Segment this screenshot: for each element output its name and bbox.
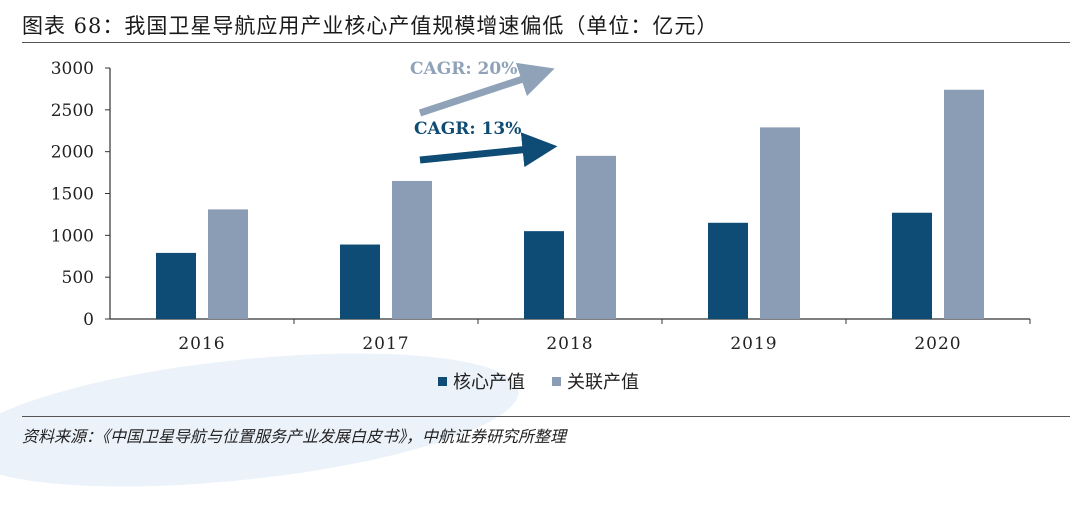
cagr-13-arrow — [419, 132, 558, 168]
cagr-20-label: CAGR: 20% — [410, 59, 517, 79]
y-tick-label: 3000 — [51, 59, 94, 79]
chart-legend: 核心产值 关联产值 — [438, 372, 639, 393]
bar-related-2016 — [208, 209, 248, 319]
bar-related-2020 — [944, 89, 984, 320]
bar-related-2019 — [760, 127, 800, 319]
y-tick-label: 0 — [83, 310, 94, 330]
cagr-13-label: CAGR: 13% — [414, 119, 521, 139]
bar-related-2018 — [576, 155, 616, 319]
bar-chart: 0 500 1000 1500 2000 2500 3000 2016 2017 2018 2019… — [51, 59, 1031, 393]
title-divider — [22, 42, 1070, 43]
bar-core-2019 — [708, 222, 748, 319]
chart-bars — [156, 89, 984, 320]
source-divider — [22, 416, 1070, 417]
y-tick-label: 2500 — [51, 101, 94, 121]
chart-axes — [105, 67, 1031, 324]
x-tick-label: 2017 — [362, 334, 409, 354]
y-tick-label: 1500 — [51, 185, 94, 205]
y-tick-label: 500 — [62, 268, 94, 288]
chart-labels: 0 500 1000 1500 2000 2500 3000 2016 2017 2018 2019… — [51, 59, 961, 354]
legend-label-core: 核心产值 — [453, 372, 525, 393]
legend-swatch-related — [552, 377, 561, 386]
x-tick-label: 2018 — [546, 334, 593, 354]
y-tick-label: 1000 — [51, 226, 94, 246]
cagr-20-arrow — [418, 62, 555, 117]
x-tick-label: 2020 — [914, 334, 961, 354]
source-note: 资料来源：《中国卫星导航与位置服务产业发展白皮书》，中航证券研究所整理 — [22, 427, 567, 446]
bar-core-2020 — [892, 212, 932, 319]
y-tick-label: 2000 — [51, 143, 94, 163]
legend-swatch-core — [438, 377, 447, 386]
chart-annotations: CAGR: 20% CAGR: 13% — [410, 59, 558, 168]
bar-core-2016 — [156, 252, 196, 319]
bar-core-2017 — [340, 244, 380, 319]
x-tick-label: 2019 — [730, 334, 777, 354]
figure-title: 图表 68：我国卫星导航应用产业核心产值规模增速偏低（单位：亿元） — [22, 14, 719, 38]
bar-core-2018 — [524, 231, 564, 319]
x-tick-label: 2016 — [178, 334, 225, 354]
legend-label-related: 关联产值 — [567, 372, 639, 393]
bar-related-2017 — [392, 180, 432, 319]
